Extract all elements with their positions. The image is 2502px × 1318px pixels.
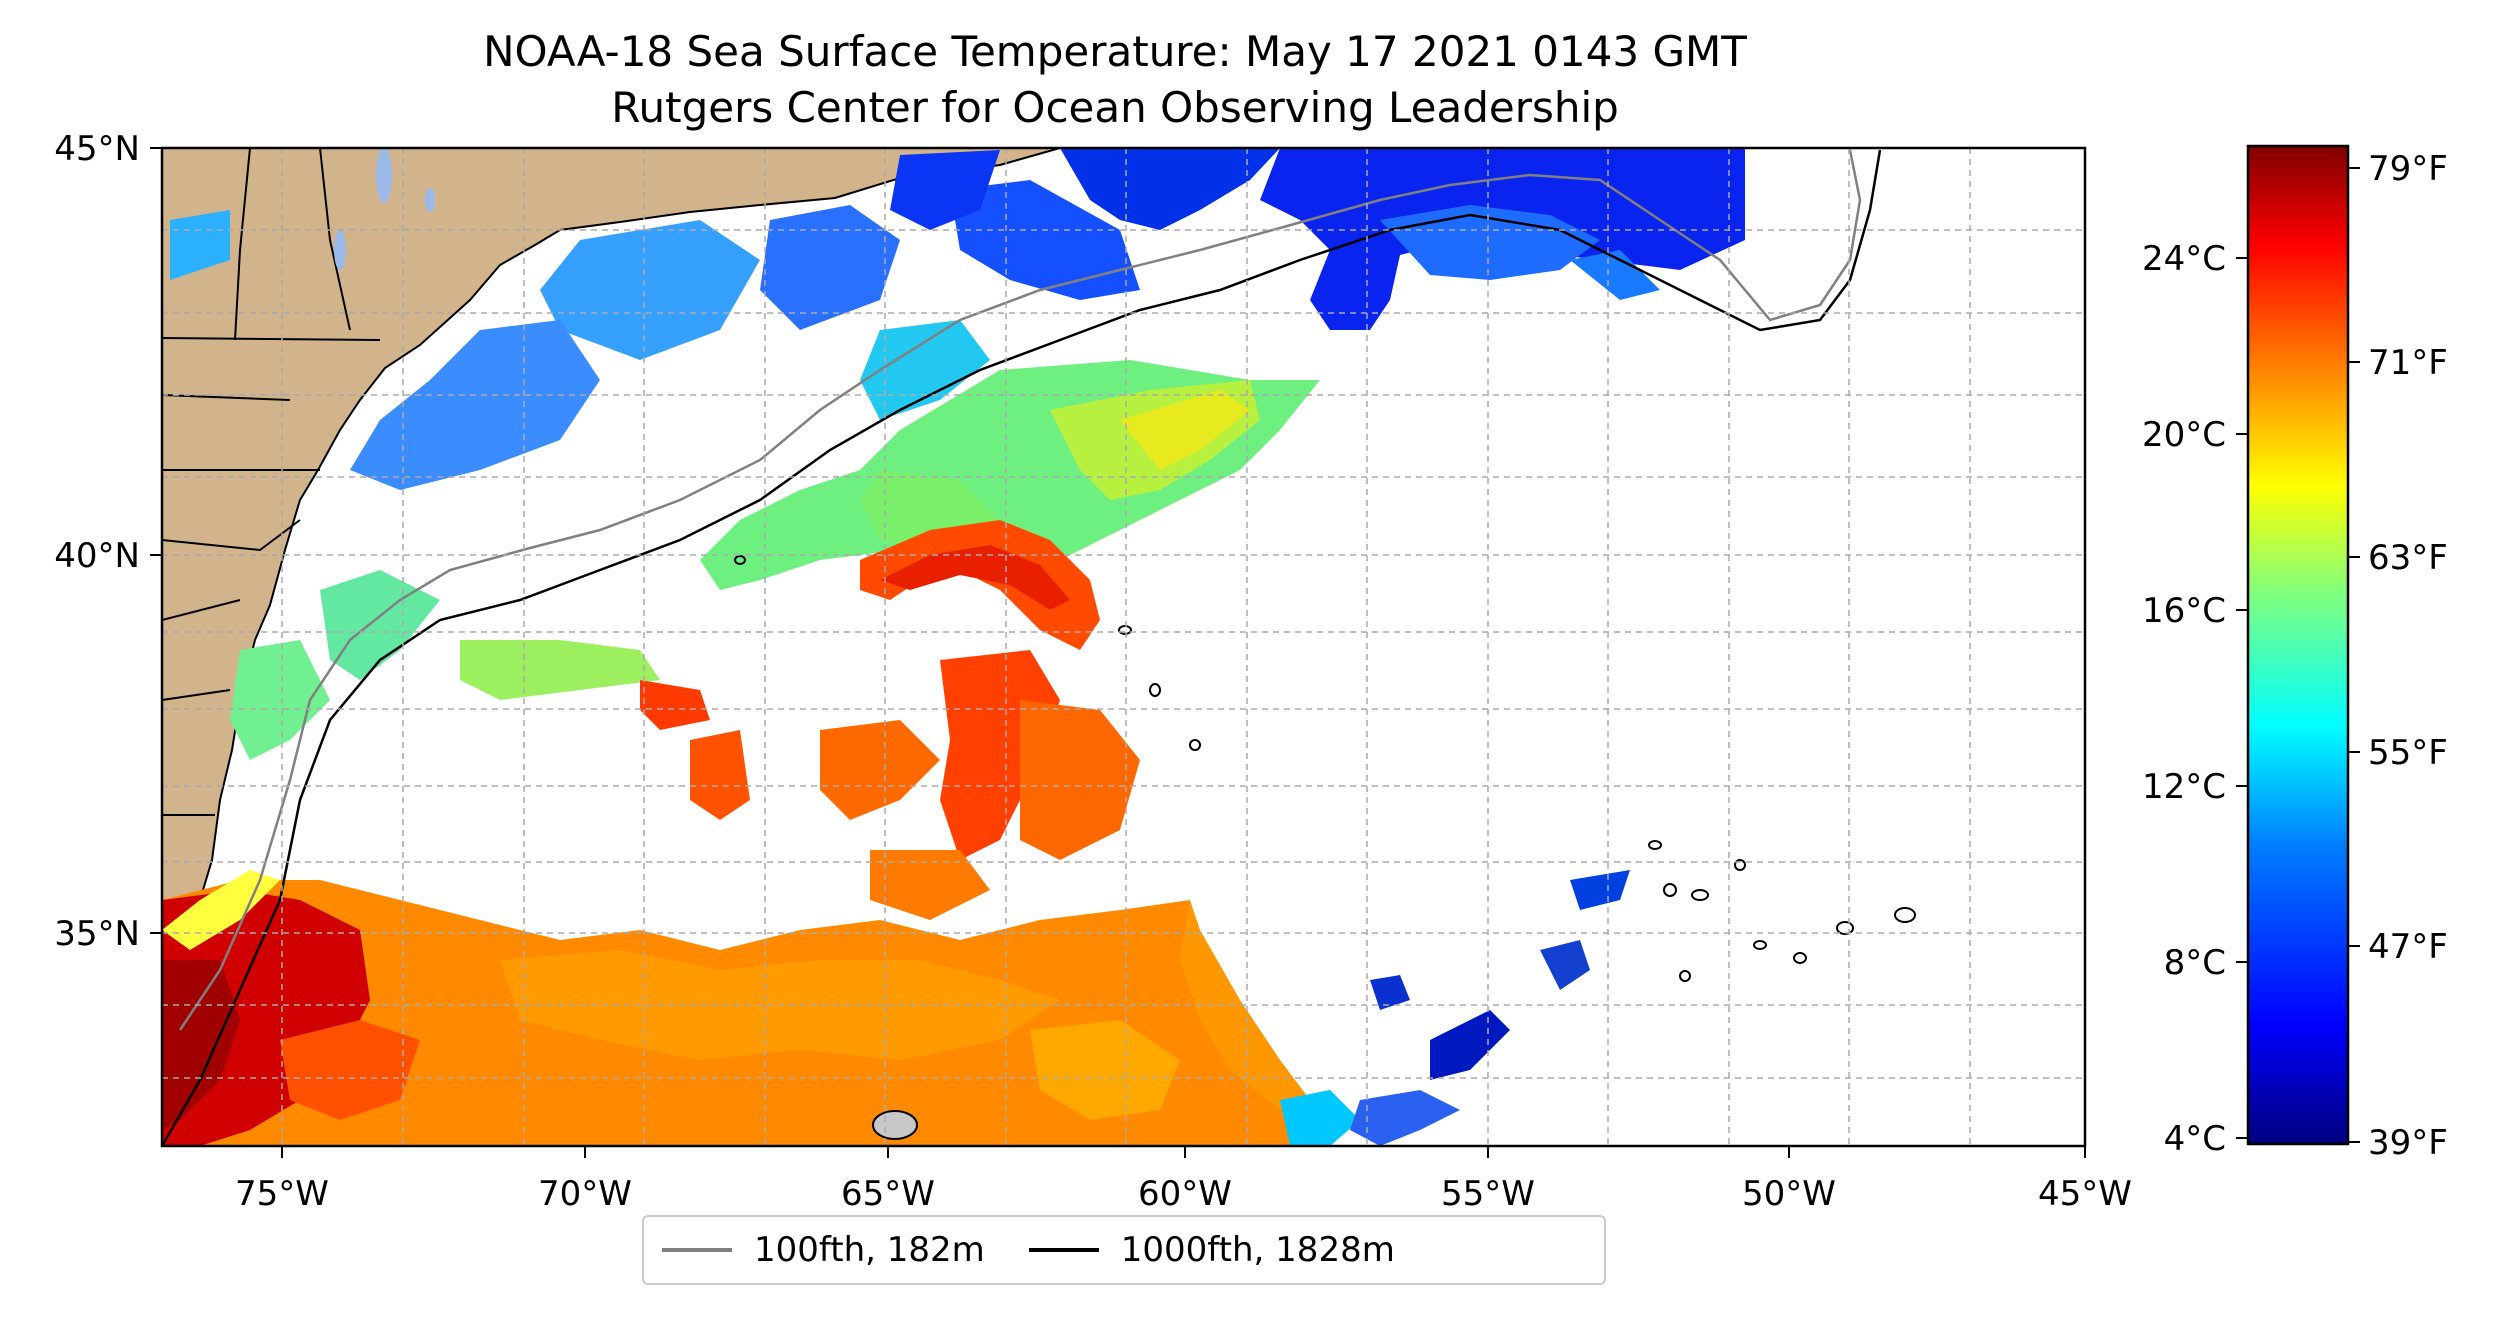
isobath-1000fth xyxy=(162,149,1882,1146)
legend-item-1000fth: 1000fth, 1828m xyxy=(1028,1230,1395,1270)
legend-label: 1000fth, 1828m xyxy=(1120,1230,1395,1270)
legend-item-100fth: 100fth, 182m xyxy=(662,1230,985,1270)
lon-tick-label: 60°W xyxy=(1138,1174,1232,1214)
colorbar-celsius-label: 12°C xyxy=(2142,767,2226,807)
state-borders xyxy=(162,148,381,816)
map-area xyxy=(162,148,2085,1146)
lat-tick-label: 40°N xyxy=(54,536,140,576)
lat-tick-label: 35°N xyxy=(54,914,140,954)
map-gridlines xyxy=(162,148,2085,1146)
map-subtitle: Rutgers Center for Ocean Observing Leade… xyxy=(611,83,1619,132)
colorbar-fahrenheit-label: 47°F xyxy=(2368,927,2448,967)
lon-tick-label: 75°W xyxy=(235,1174,329,1214)
legend-swatch-black-line xyxy=(1028,1248,1099,1252)
colorbar-celsius-label: 16°C xyxy=(2142,591,2226,631)
lon-tick-label: 70°W xyxy=(538,1174,632,1214)
colorbar-fahrenheit-label: 79°F xyxy=(2368,149,2448,189)
colorbar-celsius-label: 4°C xyxy=(2164,1119,2226,1159)
sst-blue-north xyxy=(170,148,1745,490)
sst-east-patches xyxy=(1350,870,1630,1146)
colorbar-fahrenheit-label: 39°F xyxy=(2368,1123,2448,1163)
axis-ticks xyxy=(150,147,2086,1158)
sst-warm-core xyxy=(640,520,1140,920)
legend-swatch-gray-line xyxy=(662,1248,732,1252)
colorbar-ticks xyxy=(2236,167,2360,1143)
colorbar xyxy=(2246,144,2350,1146)
map-frame xyxy=(160,146,2087,1148)
inland-water xyxy=(334,148,435,270)
colorbar-fahrenheit-label: 55°F xyxy=(2368,733,2448,773)
lon-tick-label: 50°W xyxy=(1742,1174,1836,1214)
land-mass xyxy=(162,148,1061,1146)
lon-tick-label: 45°W xyxy=(2038,1174,2132,1214)
lon-tick-label: 65°W xyxy=(841,1174,935,1214)
colorbar-fahrenheit-label: 63°F xyxy=(2368,538,2448,578)
colorbar-celsius-label: 24°C xyxy=(2142,239,2226,279)
lat-tick-label: 45°N xyxy=(54,129,140,169)
map-legend: 100fth, 182m 1000fth, 1828m xyxy=(642,1215,1606,1285)
seamount-outlines xyxy=(734,555,1916,1140)
map-title: NOAA-18 Sea Surface Temperature: May 17 … xyxy=(483,27,1747,76)
colorbar-celsius-label: 20°C xyxy=(2142,415,2226,455)
colorbar-celsius-label: 8°C xyxy=(2164,943,2226,983)
colorbar-fahrenheit-label: 71°F xyxy=(2368,343,2448,383)
legend-label: 100fth, 182m xyxy=(754,1230,985,1270)
lon-tick-label: 55°W xyxy=(1441,1174,1535,1214)
